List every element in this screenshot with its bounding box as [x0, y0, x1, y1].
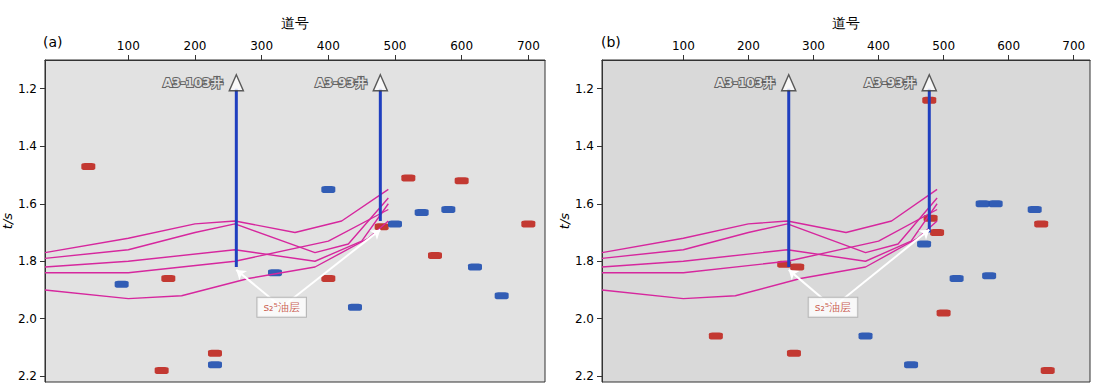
- svg-text:400: 400: [867, 39, 890, 53]
- svg-text:1.4: 1.4: [18, 139, 37, 153]
- svg-text:道号: 道号: [281, 15, 309, 31]
- svg-text:700: 700: [1062, 39, 1085, 53]
- svg-text:(a): (a): [43, 34, 63, 50]
- svg-text:1.6: 1.6: [575, 197, 594, 211]
- svg-text:1.2: 1.2: [575, 82, 594, 96]
- svg-text:700: 700: [517, 39, 540, 53]
- svg-text:200: 200: [737, 39, 760, 53]
- svg-text:道号: 道号: [832, 15, 860, 31]
- svg-text:1.4: 1.4: [575, 139, 594, 153]
- svg-text:300: 300: [250, 39, 273, 53]
- svg-text:1.8: 1.8: [575, 254, 594, 268]
- svg-text:t/s: t/s: [557, 213, 572, 229]
- svg-text:300: 300: [802, 39, 825, 53]
- svg-text:A3-103井: A3-103井: [715, 76, 775, 90]
- svg-text:2.0: 2.0: [575, 312, 594, 326]
- svg-text:500: 500: [932, 39, 955, 53]
- svg-text:A3-93井: A3-93井: [315, 76, 366, 90]
- svg-text:1.2: 1.2: [18, 82, 37, 96]
- svg-text:100: 100: [117, 39, 140, 53]
- svg-text:500: 500: [384, 39, 407, 53]
- svg-text:1.8: 1.8: [18, 254, 37, 268]
- svg-text:t/s: t/s: [0, 213, 15, 229]
- svg-text:600: 600: [450, 39, 473, 53]
- svg-text:200: 200: [184, 39, 207, 53]
- svg-text:2.2: 2.2: [575, 369, 594, 383]
- svg-text:s₂⁵油层: s₂⁵油层: [815, 301, 852, 314]
- svg-text:A3-103井: A3-103井: [163, 76, 223, 90]
- svg-text:(b): (b): [601, 34, 621, 50]
- svg-text:1.6: 1.6: [18, 197, 37, 211]
- svg-text:2.2: 2.2: [18, 369, 37, 383]
- svg-text:A3-93井: A3-93井: [864, 76, 915, 90]
- svg-text:2.0: 2.0: [18, 312, 37, 326]
- svg-text:100: 100: [672, 39, 695, 53]
- svg-text:s₂⁵油层: s₂⁵油层: [263, 301, 300, 314]
- svg-text:400: 400: [317, 39, 340, 53]
- svg-text:600: 600: [997, 39, 1020, 53]
